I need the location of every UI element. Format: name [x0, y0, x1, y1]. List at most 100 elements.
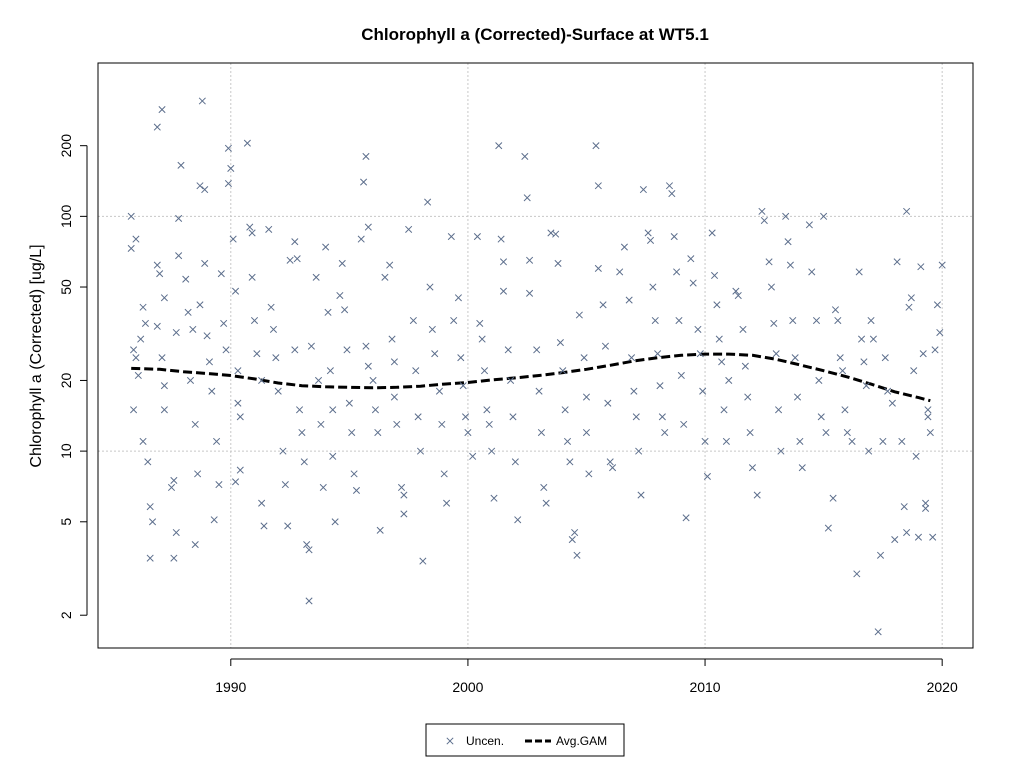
data-point: [473, 233, 481, 241]
data-point: [317, 420, 325, 428]
data-point: [324, 308, 332, 316]
data-point: [457, 354, 465, 362]
data-point: [234, 399, 242, 407]
data-point: [291, 238, 299, 246]
data-point: [760, 216, 768, 225]
data-point: [201, 186, 209, 194]
data-point: [329, 452, 337, 460]
data-point: [369, 376, 377, 384]
data-point: [580, 354, 588, 362]
data-point: [732, 287, 740, 295]
data-point: [371, 406, 379, 414]
data-point: [352, 486, 361, 494]
data-point: [293, 255, 301, 263]
data-point: [834, 316, 842, 325]
data-point: [841, 406, 849, 414]
data-point: [296, 406, 304, 414]
data-point: [390, 393, 398, 401]
data-point: [222, 346, 230, 354]
data-point: [419, 557, 427, 565]
data-point: [559, 367, 567, 375]
data-point: [836, 354, 844, 362]
data-point: [132, 235, 140, 243]
data-point: [777, 447, 785, 455]
data-point: [556, 339, 564, 347]
data-point: [609, 464, 617, 472]
data-point: [914, 533, 923, 541]
data-point: [130, 406, 138, 414]
data-point: [540, 483, 548, 492]
data-point: [599, 301, 607, 309]
data-point: [521, 152, 529, 160]
data-point: [815, 376, 823, 384]
data-point: [258, 376, 266, 384]
data-point: [341, 306, 349, 314]
data-point: [720, 406, 728, 414]
data-point: [775, 406, 783, 414]
data-point: [708, 229, 716, 237]
data-point: [469, 452, 477, 460]
data-point: [651, 316, 659, 325]
data-point: [160, 406, 168, 414]
x-axis: 1990 2000 2010 2020: [215, 658, 958, 695]
data-point: [744, 393, 752, 401]
data-point: [592, 142, 600, 150]
data-point: [526, 289, 534, 297]
data-point: [661, 428, 669, 437]
data-point: [459, 382, 467, 390]
data-point: [857, 335, 866, 343]
data-point: [438, 420, 446, 428]
data-point: [822, 428, 830, 437]
data-point: [175, 214, 183, 222]
data-point: [267, 303, 275, 311]
data-point: [893, 258, 901, 266]
data-point: [606, 458, 614, 466]
data-point: [338, 259, 346, 268]
data-point: [381, 273, 389, 281]
data-point: [853, 570, 861, 578]
data-point: [547, 229, 555, 237]
data-point: [191, 540, 199, 549]
data-point: [236, 413, 244, 421]
data-point: [488, 447, 496, 455]
data-point: [167, 483, 176, 492]
data-point: [348, 428, 356, 437]
data-point: [568, 536, 576, 544]
data-point: [637, 491, 645, 499]
data-point: [566, 458, 574, 466]
data-point: [936, 328, 944, 337]
data-point: [386, 261, 394, 269]
data-point: [345, 399, 353, 407]
data-point: [298, 428, 306, 437]
data-point: [793, 393, 802, 401]
data-point: [689, 279, 697, 287]
data-point: [926, 428, 934, 437]
data-point: [504, 346, 512, 354]
data-point: [829, 494, 837, 502]
data-point: [585, 470, 593, 478]
data-point: [329, 406, 337, 414]
data-point: [227, 164, 235, 172]
data-point: [134, 371, 142, 380]
data-point: [820, 212, 828, 220]
data-point: [274, 387, 282, 395]
legend-x-marker: [446, 737, 454, 745]
data-point: [526, 256, 534, 264]
data-point: [644, 229, 652, 237]
data-point: [326, 367, 334, 375]
data-point: [656, 382, 664, 390]
data-point: [208, 387, 216, 395]
data-point: [191, 420, 199, 428]
data-point: [694, 325, 702, 333]
data-point: [172, 528, 180, 537]
data-point: [573, 551, 581, 559]
data-point: [701, 437, 709, 445]
data-point: [824, 524, 832, 532]
data-point: [805, 221, 813, 229]
y-tick-label: 50: [58, 279, 74, 295]
x-tick-label: 2000: [452, 679, 483, 695]
data-point: [874, 628, 882, 636]
data-point: [639, 186, 647, 194]
data-point: [158, 106, 166, 114]
data-point: [483, 406, 491, 414]
